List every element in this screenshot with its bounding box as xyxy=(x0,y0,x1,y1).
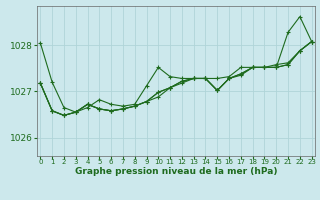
X-axis label: Graphe pression niveau de la mer (hPa): Graphe pression niveau de la mer (hPa) xyxy=(75,167,277,176)
